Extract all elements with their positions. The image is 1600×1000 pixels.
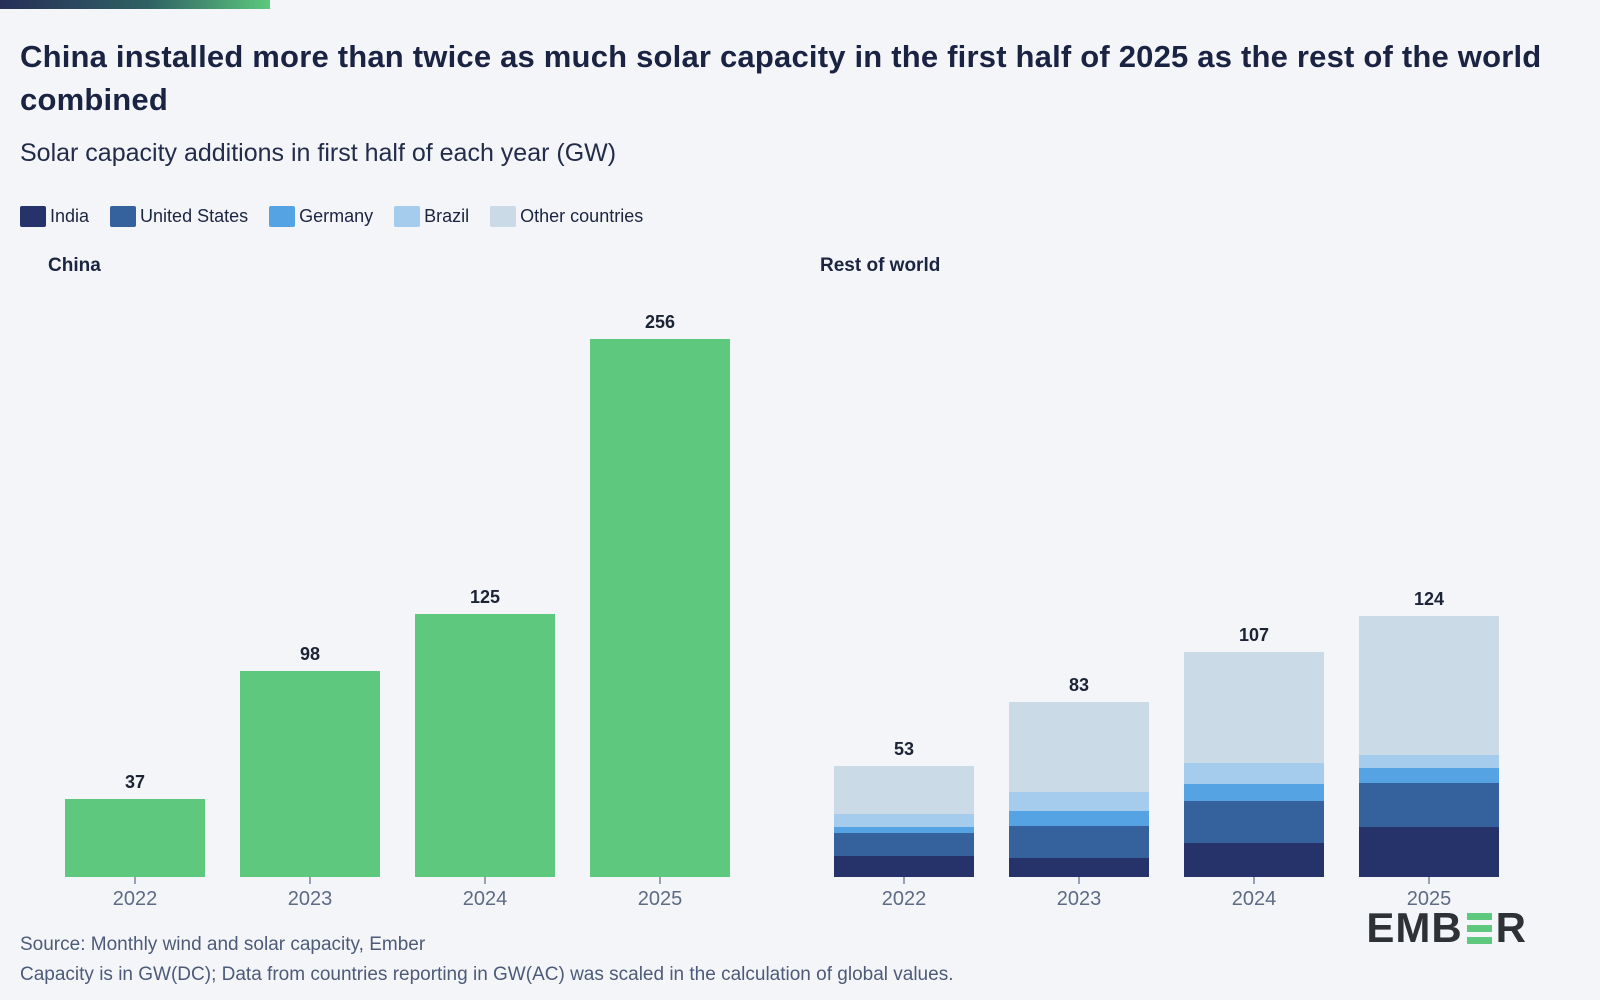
plot-rest-of-world: 53 2022 83 2023 107 2024 124 2025 [800,305,1560,912]
bar-segment-united-states [1009,826,1149,858]
header: China installed more than twice as much … [0,9,1600,168]
axis-tick [903,877,905,884]
bar-column-2022: 53 2022 [834,305,974,912]
axis-tick [484,877,486,884]
bar-segment-india [834,856,974,877]
bar-segment-germany [1184,784,1324,801]
bar-segment-india [1009,858,1149,877]
plot-china: 37 2022 98 2023 125 2024 256 2025 [20,305,780,912]
bar-2023 [240,671,380,877]
x-axis-label-2025: 2025 [1406,888,1452,910]
bar-value-label: 98 [299,644,321,664]
x-axis-label-2024: 2024 [1231,888,1277,910]
bar-value-label: 124 [1413,589,1445,609]
legend-swatch [490,205,517,227]
legend-label: Germany [299,205,374,226]
stacked-bar-2025 [1359,616,1499,877]
bar-segment-united-states [1359,783,1499,827]
bar-column-2024: 107 2024 [1184,305,1324,912]
bar-segment-other-countries [1184,652,1324,763]
bar-column-2025: 124 2025 [1359,305,1499,912]
stacked-bar-2023 [1009,702,1149,877]
bar-segment-brazil [1184,763,1324,784]
bar-column-2025: 256 2025 [590,305,730,912]
legend-swatch [20,205,46,227]
x-axis-label-2025: 2025 [637,888,683,910]
legend-swatch [269,205,296,227]
axis-tick [1253,877,1255,884]
chart-legend: India United States Germany Brazil Other cou… [20,205,1600,227]
axis-tick [1078,877,1080,884]
logo-text-suffix: R [1495,904,1527,951]
bar-segment-brazil [1359,755,1499,768]
logo-e-bars-icon [1466,912,1492,944]
bar-column-2024: 125 2024 [415,305,555,912]
panel-title-rest-of-world: Rest of world [820,255,941,276]
x-axis-label-2022: 2022 [881,888,927,910]
bar-column-2022: 37 2022 [65,305,205,912]
legend-item-brazil: Brazil [394,205,470,227]
legend-item-united-states: United States [110,205,249,227]
axis-tick [134,877,136,884]
x-axis-label-2023: 2023 [1056,888,1102,910]
legend-swatch [110,205,137,227]
bar-value-label: 107 [1238,625,1270,645]
legend-label: Other countries [520,205,644,226]
bar-2024 [415,614,555,877]
bar-column-2023: 83 2023 [1009,305,1149,912]
axis-tick [659,877,661,884]
axis-tick [309,877,311,884]
bar-segment-united-states [1184,801,1324,843]
bar-segment-germany [834,827,974,833]
page-subtitle: Solar capacity additions in first half o… [20,139,617,167]
ember-logo: EMB R [1366,907,1527,949]
page-title: China installed more than twice as much … [20,39,1542,117]
stacked-bar-2022 [834,766,974,877]
legend-item-india: India [20,205,90,227]
bar-value-label: 37 [124,772,146,792]
bar-value-label: 83 [1068,675,1090,695]
panel-title-china: China [48,255,101,276]
bar-segment-brazil [834,814,974,827]
bar-segment-germany [1009,811,1149,826]
logo-text-prefix: EMB [1366,904,1463,951]
bar-segment-brazil [1009,792,1149,811]
bar-value-label: 256 [644,312,676,332]
source-text: Source: Monthly wind and solar capacity,… [20,934,426,955]
bar-segment-other-countries [1009,702,1149,792]
charts-row: China 37 2022 98 2023 125 2024 256 2025 Rest of… [20,253,1580,912]
bar-value-label: 53 [893,739,915,759]
legend-label: Brazil [424,205,470,226]
legend-item-germany: Germany [269,205,374,227]
legend-label: United States [140,205,249,226]
axis-tick [1428,877,1430,884]
x-axis-label-2022: 2022 [112,888,158,910]
x-axis-label-2023: 2023 [287,888,333,910]
bar-2022 [65,799,205,877]
bar-segment-germany [1359,768,1499,783]
bar-2025 [590,339,730,877]
note-text: Capacity is in GW(DC); Data from countri… [20,964,954,985]
bar-segment-other-countries [1359,616,1499,755]
footer: Source: Monthly wind and solar capacity,… [20,930,1580,990]
legend-swatch [394,205,421,227]
bar-segment-india [1359,827,1499,877]
legend-label: India [50,205,90,226]
x-axis-label-2024: 2024 [462,888,508,910]
bar-column-2023: 98 2023 [240,305,380,912]
legend-item-other-countries: Other countries [490,205,644,227]
chart-panel-rest-of-world: Rest of world 53 2022 83 2023 107 2024 124 2025 [800,253,1560,912]
bar-value-label: 125 [469,587,501,607]
top-accent-bar [0,0,270,9]
chart-panel-china: China 37 2022 98 2023 125 2024 256 2025 [20,253,780,912]
bar-segment-united-states [834,833,974,856]
stacked-bar-2024 [1184,652,1324,877]
bar-segment-other-countries [834,766,974,814]
bar-segment-india [1184,843,1324,877]
